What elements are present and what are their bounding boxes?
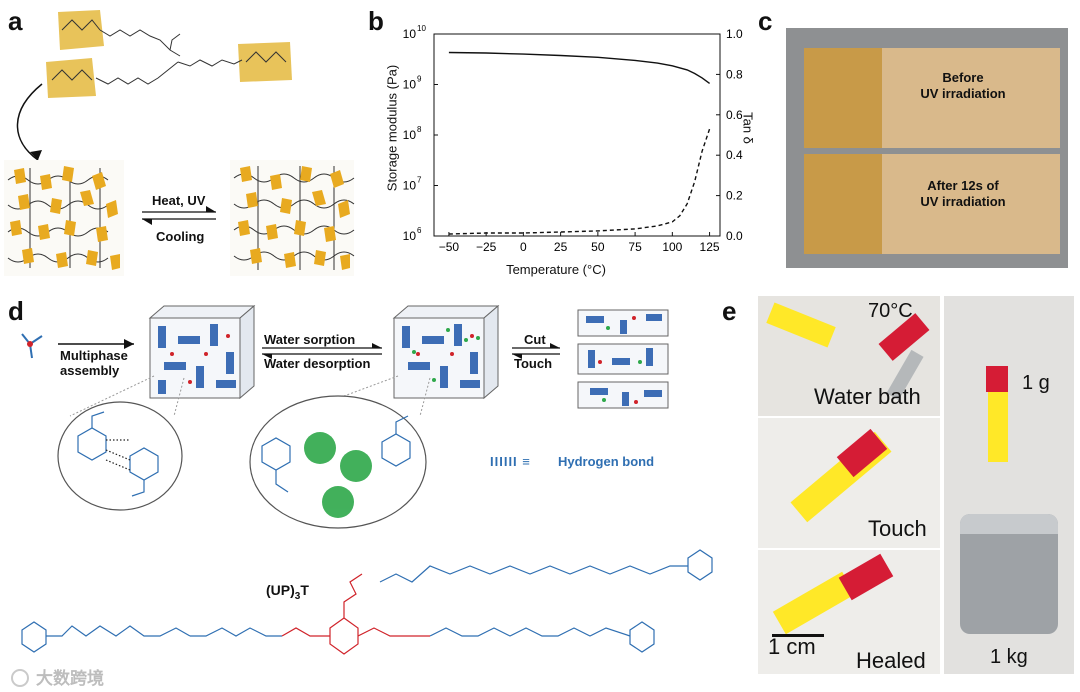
- panel-d-schematic: [11, 304, 713, 687]
- y2-tick-label: 0.2: [726, 189, 743, 203]
- before-label: Before UV irradiation: [920, 70, 1006, 101]
- healed-label: Healed: [856, 648, 926, 673]
- sorption-arrow-head-icon: [372, 343, 382, 348]
- x-axis-label: Temperature (°C): [506, 262, 606, 277]
- watermark-logo-icon: [11, 669, 29, 687]
- photo-water-bath: [758, 296, 940, 416]
- upy-water-structure: [261, 415, 411, 493]
- y2-tick-label: 1.0: [726, 27, 743, 41]
- weight-1kg: [960, 514, 1058, 634]
- assembly-arrow-head-icon: [124, 339, 134, 349]
- ureidopyrimidinone-block-3: [238, 42, 292, 82]
- triazinetrione-core: [281, 573, 430, 655]
- storage-modulus-series: [448, 51, 711, 84]
- reverse-label: Cooling: [156, 229, 205, 244]
- y-tick-exponent: 6: [417, 226, 422, 235]
- panel-letter-b: b: [368, 6, 384, 36]
- water-bath-label: Water bath: [814, 384, 921, 409]
- healed-film-after: [804, 154, 882, 254]
- network-right: [230, 160, 355, 276]
- water-desorption-label: Water desorption: [264, 356, 371, 371]
- water-sorption-label: Water sorption: [264, 332, 356, 347]
- panel-letter-c: c: [758, 6, 773, 36]
- touch-label: Touch: [514, 356, 553, 371]
- x-tick-label: −25: [476, 240, 497, 254]
- scale-bar-label: 1 cm: [768, 634, 816, 659]
- y-tick-label: 10: [403, 229, 417, 243]
- ureidopyrimidinone-block-2: [46, 58, 96, 98]
- yellow-piece: [766, 302, 836, 348]
- x-tick-label: −50: [439, 240, 460, 254]
- tripod-molecule-icon: [21, 333, 43, 359]
- wood-block-after: [804, 154, 1060, 254]
- up3t-chemical-structure: [21, 549, 713, 653]
- y-tick-label: 10: [403, 78, 417, 92]
- y-tick-label: 10: [403, 128, 417, 142]
- panel-a-schematic: [4, 10, 355, 276]
- touch-arrow-head-icon: [512, 354, 522, 359]
- curved-arrow-head-icon: [30, 150, 42, 160]
- zoom-water-ellipse: [249, 395, 427, 529]
- curved-arrow: [16, 83, 43, 161]
- panel-letter-e: e: [722, 296, 737, 326]
- hydrogen-bond-symbol: IIIIII ≡: [490, 454, 531, 469]
- after-label: After 12s of UV irradiation: [920, 178, 1006, 209]
- hanging-yellow-part: [988, 392, 1008, 462]
- hydrogen-bond-label: Hydrogen bond: [558, 454, 655, 469]
- y-tick-exponent: 7: [417, 176, 422, 185]
- x-tick-label: 75: [628, 240, 642, 254]
- y2-tick-label: 0.8: [726, 67, 743, 81]
- x-tick-label: 25: [554, 240, 568, 254]
- forward-arrow-head-icon: [206, 206, 216, 212]
- panel-letter-a: a: [8, 6, 23, 36]
- reverse-arrow-head-icon: [142, 219, 152, 225]
- y2-axis-label: Tan δ: [740, 112, 756, 144]
- x-tick-label: 0: [520, 240, 527, 254]
- photo-touch: [758, 418, 940, 548]
- y-tick-exponent: 8: [417, 125, 422, 134]
- watermark-text: 大数跨境: [36, 669, 104, 688]
- y2-tick-label: 0.6: [726, 108, 743, 122]
- forward-label: Heat, UV: [152, 193, 206, 208]
- compound-label: (UP)3T: [266, 582, 309, 602]
- network-left: [4, 160, 124, 276]
- x-tick-label: 50: [591, 240, 605, 254]
- monomer-skeleton: [51, 19, 287, 85]
- y-tick-label: 10: [403, 179, 417, 193]
- cube-hydrated: [392, 304, 500, 400]
- plot-frame: [433, 33, 721, 237]
- x-tick-label: 125: [700, 240, 720, 254]
- cube-cut-pieces: [577, 309, 669, 409]
- hanging-red-part: [986, 366, 1008, 392]
- upy-dimer-structure: [77, 411, 159, 497]
- cut-label: Cut: [524, 332, 546, 347]
- panel-c-photo: Before UV irradiation After 12s of UV irra…: [786, 28, 1068, 268]
- photo-load-test: [944, 296, 1074, 674]
- y-tick-label: 10: [403, 27, 417, 41]
- mass-1kg-label: 1 kg: [990, 646, 1028, 668]
- cut-arrow-head-icon: [550, 343, 560, 348]
- healed-film-before: [804, 48, 882, 148]
- scale-bar: [772, 634, 824, 637]
- cube-assembled: [148, 304, 256, 400]
- multiphase-assembly-label: Multiphase assembly: [60, 348, 128, 378]
- y2-tick-label: 0.4: [726, 148, 743, 162]
- y-axis-label: Storage modulus (Pa): [384, 64, 400, 192]
- touch-photo-label: Touch: [868, 516, 927, 541]
- y-tick-exponent: 10: [417, 24, 426, 33]
- panel-letter-d: d: [8, 296, 24, 326]
- y-tick-exponent: 9: [417, 75, 422, 84]
- wood-block-before: [804, 48, 1060, 148]
- healed-red-part: [838, 553, 894, 601]
- tan-delta-series: [448, 128, 711, 235]
- photo-healed: [758, 550, 940, 674]
- desorption-arrow-head-icon: [262, 354, 272, 359]
- water-molecules: [304, 432, 372, 518]
- x-tick-label: 100: [662, 240, 682, 254]
- mass-1g-label: 1 g: [1022, 372, 1050, 394]
- ureidopyrimidinone-block-1: [58, 10, 104, 50]
- temperature-label: 70°C: [868, 300, 913, 322]
- y2-tick-label: 0.0: [726, 229, 743, 243]
